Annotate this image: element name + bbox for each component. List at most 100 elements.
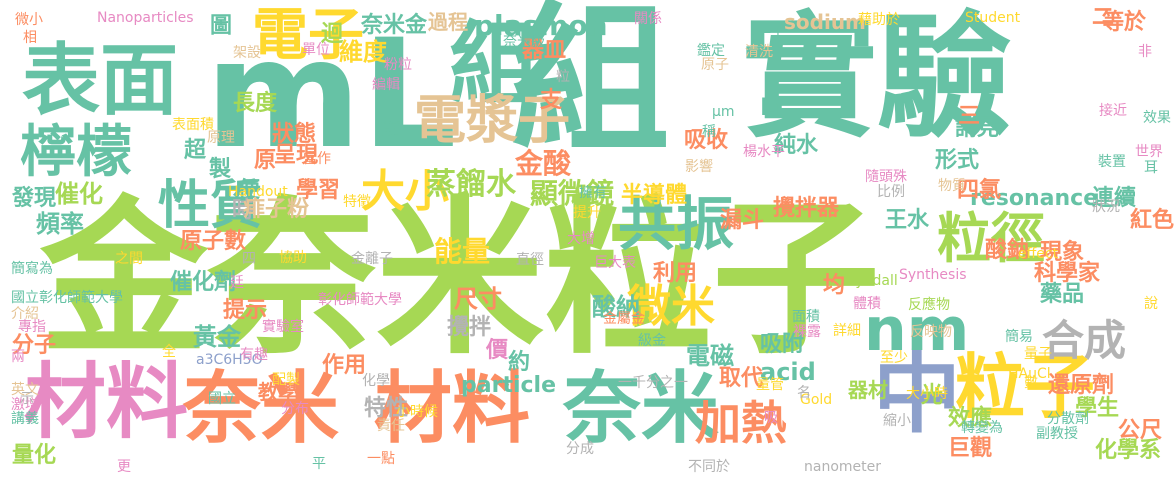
- cloud-word: 利用: [653, 261, 698, 286]
- cloud-word: 紅色: [1130, 208, 1175, 233]
- cloud-word: 裸露: [793, 324, 821, 340]
- cloud-word: 請見: [955, 116, 1000, 141]
- cloud-word: 漏斗: [720, 208, 765, 233]
- cloud-word: 均: [823, 273, 846, 298]
- cloud-word: 講義: [11, 411, 39, 427]
- cloud-word: 價: [486, 338, 509, 363]
- cloud-word: 接近: [1099, 103, 1127, 119]
- cloud-word: 性質: [158, 176, 263, 236]
- cloud-word: 催化劑: [170, 270, 237, 295]
- cloud-word: 器皿: [522, 38, 567, 63]
- cloud-word: acid: [760, 358, 816, 386]
- cloud-word: 狀態: [272, 122, 317, 147]
- cloud-word: 表面: [22, 36, 179, 126]
- cloud-word: 至少: [880, 350, 908, 366]
- cloud-word: 關係: [634, 11, 662, 27]
- cloud-word: 狀況: [1092, 199, 1120, 215]
- cloud-word: 分布: [281, 401, 309, 417]
- cloud-word: 攪拌器: [773, 196, 840, 221]
- cloud-word: 分成: [566, 441, 594, 457]
- cloud-word: 簡易: [1005, 329, 1033, 345]
- cloud-word: 能量: [434, 235, 491, 268]
- cloud-word: 尺寸: [454, 285, 502, 313]
- cloud-word: 約: [508, 350, 531, 375]
- cloud-word: 金屬金: [603, 311, 645, 327]
- cloud-word: 粒子: [955, 346, 1095, 428]
- cloud-word: 超: [184, 138, 207, 163]
- cloud-word: 便: [238, 178, 261, 203]
- cloud-word: 提升: [573, 205, 601, 221]
- cloud-word: 提示: [223, 298, 268, 323]
- cloud-word: 直徑: [516, 252, 544, 268]
- cloud-word: 維度: [339, 38, 387, 66]
- cloud-word: 吸收: [684, 128, 729, 153]
- cloud-word: 時: [232, 198, 255, 223]
- cloud-word: 實驗室: [262, 319, 304, 335]
- cloud-word: 取代: [719, 366, 764, 391]
- cloud-word: 電漿子: [414, 91, 571, 151]
- cloud-word: 實驗: [742, 0, 1012, 156]
- cloud-word: 學生: [1075, 396, 1120, 421]
- cloud-word: 奈米: [183, 364, 340, 454]
- cloud-word: 說: [1144, 296, 1158, 312]
- cloud-word: 體積: [853, 296, 881, 312]
- cloud-word: 等於: [1102, 10, 1147, 35]
- cloud-word: 原子: [701, 57, 729, 73]
- cloud-word: 之間: [115, 251, 143, 267]
- cloud-word: 級金: [638, 333, 666, 349]
- cloud-word: 一千分之一: [618, 375, 688, 391]
- cloud-word: 作用: [322, 353, 367, 378]
- cloud-word: resonance: [970, 186, 1099, 211]
- cloud-word: 二: [1092, 5, 1115, 30]
- cloud-word: 特徵: [343, 194, 371, 210]
- cloud-word: 兩: [11, 349, 25, 365]
- cloud-word: 英文: [11, 382, 39, 398]
- cloud-word: 效應: [948, 406, 993, 431]
- cloud-word: a3C6H5O: [196, 352, 263, 368]
- cloud-word: 原子數: [180, 229, 247, 254]
- cloud-word: 當作: [303, 151, 331, 167]
- cloud-word: 配製: [272, 372, 300, 388]
- cloud-word: 微米: [627, 281, 715, 332]
- cloud-word: Synthesis: [899, 267, 967, 283]
- cloud-word: 學習: [296, 178, 341, 203]
- cloud-word: 蒸餾水: [426, 167, 516, 202]
- cloud-word: 巨大表: [594, 255, 636, 271]
- cloud-word: Student: [965, 10, 1021, 26]
- cloud-word: 有趣: [240, 347, 268, 363]
- cloud-word: 國立: [208, 391, 236, 407]
- cloud-word: Tyndall: [849, 273, 898, 289]
- cloud-word: 教學: [258, 380, 298, 404]
- cloud-word: 呈現: [274, 143, 319, 168]
- cloud-word: 顯微鏡: [530, 177, 615, 210]
- cloud-word: 國立彰化師範大學: [11, 290, 123, 306]
- cloud-word: 物質: [938, 178, 966, 194]
- cloud-word: 反應物: [908, 297, 950, 313]
- cloud-word: 量化: [12, 443, 57, 468]
- cloud-word: 四: [242, 251, 256, 267]
- cloud-word: 單位: [302, 42, 330, 58]
- cloud-word: 分子: [12, 333, 57, 358]
- cloud-word: HAuCl: [1008, 366, 1051, 382]
- cloud-word: M: [760, 93, 784, 121]
- cloud-word: 一點: [367, 451, 395, 467]
- cloud-word: 酸鈉: [985, 238, 1030, 263]
- cloud-word: 小時候: [396, 404, 438, 420]
- cloud-word: 支: [540, 88, 563, 113]
- cloud-word: 協助: [279, 250, 307, 266]
- cloud-word: 連續: [1092, 186, 1137, 211]
- cloud-word: 長度: [233, 91, 278, 116]
- cloud-word: mL: [205, 8, 457, 182]
- cloud-word: 架設: [233, 45, 261, 61]
- cloud-word: Nanoparticles: [97, 10, 194, 26]
- cloud-word: 金離子: [351, 251, 393, 267]
- cloud-word: 粉粒: [384, 57, 412, 73]
- cloud-word: μm: [712, 104, 735, 120]
- cloud-word: Handout: [228, 184, 288, 200]
- cloud-word: 影響: [685, 159, 713, 175]
- cloud-word: 三: [958, 104, 981, 129]
- cloud-word: 公尺: [1118, 418, 1163, 443]
- cloud-word: 縮小: [883, 413, 911, 429]
- cloud-word: 攪拌: [447, 315, 492, 340]
- cloud-word: 材料: [374, 364, 531, 454]
